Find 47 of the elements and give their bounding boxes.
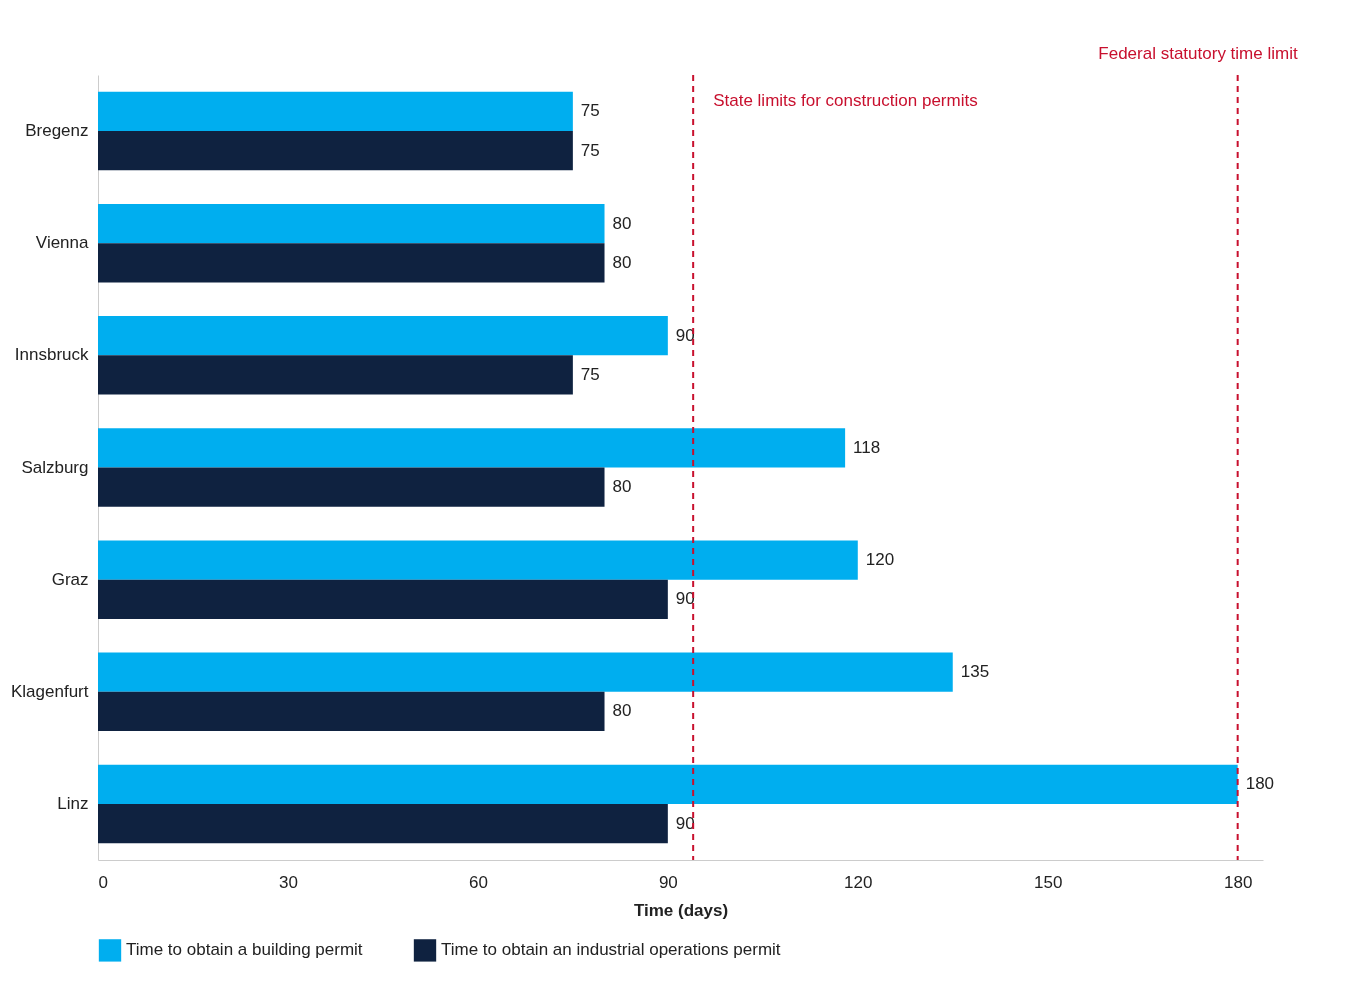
data-label: 80 [612, 701, 632, 721]
y-tick-label: Graz [51, 569, 89, 589]
legend-label: Time to obtain a building permit [126, 940, 363, 960]
bar [98, 764, 1238, 804]
x-tick-label: 0 [98, 872, 108, 892]
ref-line-label: Federal statutory time limit [1098, 44, 1298, 63]
data-label: 80 [612, 213, 632, 233]
y-tick-label: Klagenfurt [11, 681, 89, 701]
y-tick-label: Innsbruck [14, 345, 89, 365]
data-label: 80 [612, 252, 632, 272]
bar [98, 579, 668, 619]
y-tick-label: Salzburg [21, 457, 89, 477]
data-label: 90 [675, 589, 695, 609]
data-label: 135 [960, 662, 990, 682]
bar [98, 203, 605, 244]
data-label: 90 [675, 813, 695, 833]
bar [98, 91, 573, 132]
bar [98, 428, 846, 468]
bar [98, 243, 605, 283]
bar [98, 467, 605, 507]
bar [98, 131, 573, 171]
x-tick-label: 180 [1223, 872, 1253, 892]
y-tick-label: Linz [57, 793, 89, 813]
x-tick-label: 30 [278, 872, 298, 892]
data-label: 75 [580, 140, 600, 160]
x-axis-title: Time (days) [633, 900, 729, 920]
data-label: 80 [612, 477, 632, 497]
y-tick-label: Vienna [35, 233, 90, 253]
data-label: 118 [853, 437, 881, 457]
bar [98, 540, 858, 580]
x-tick-label: 150 [1034, 872, 1063, 892]
bar [98, 691, 605, 732]
data-label: 120 [865, 550, 895, 570]
bar [98, 316, 668, 356]
y-tick-label: Bregenz [25, 121, 89, 141]
bar [98, 355, 573, 395]
x-tick-label: 90 [658, 872, 678, 892]
data-label: 90 [675, 325, 695, 345]
data-label: 180 [1245, 774, 1275, 794]
x-tick-label: 60 [468, 872, 488, 892]
bar [98, 803, 668, 844]
data-label: 75 [580, 364, 600, 384]
legend-label: Time to obtain an industrial operations permit [441, 940, 781, 960]
ref-line-label: State limits for construction permits [713, 91, 978, 110]
x-tick-label: 120 [844, 872, 873, 892]
data-label: 75 [580, 101, 600, 121]
bar [98, 652, 953, 692]
